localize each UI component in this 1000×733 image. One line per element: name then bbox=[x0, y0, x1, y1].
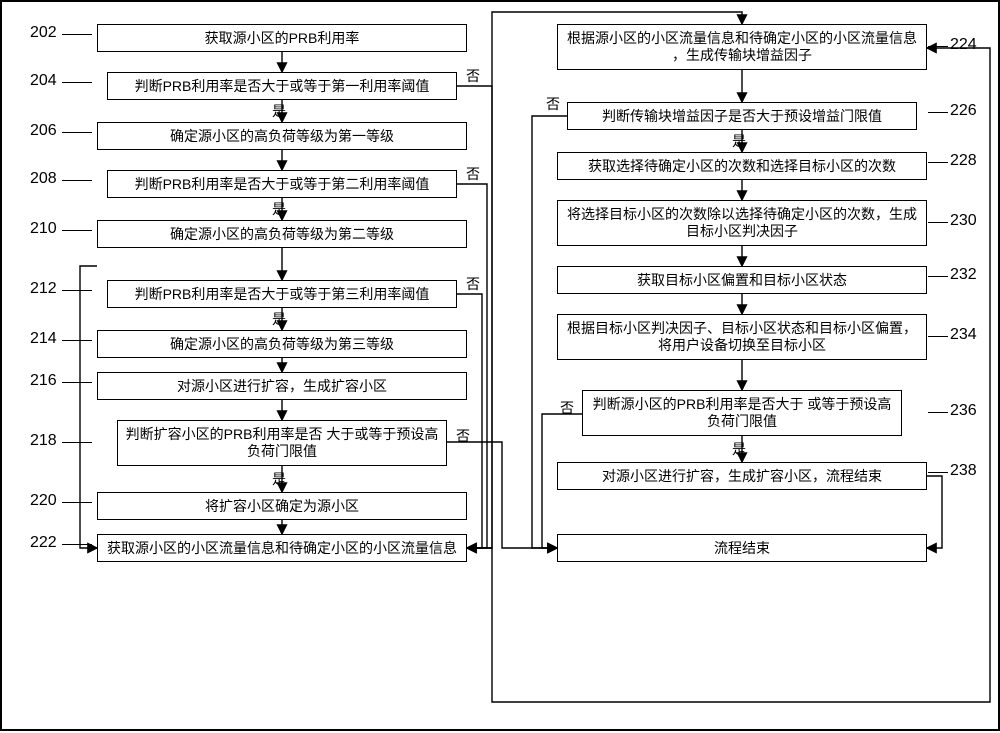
flow-node: 获取目标小区偏置和目标小区状态 bbox=[557, 266, 927, 294]
step-number: 206 bbox=[30, 122, 57, 140]
flow-node: 获取选择待确定小区的次数和选择目标小区的次数 bbox=[557, 152, 927, 180]
label-yes: 是 bbox=[270, 101, 288, 121]
step-number: 210 bbox=[30, 220, 57, 238]
callout-connector bbox=[62, 132, 92, 133]
callout-connector bbox=[62, 442, 92, 443]
step-number: 212 bbox=[30, 280, 57, 298]
flow-node: 确定源小区的高负荷等级为第二等级 bbox=[97, 220, 467, 248]
flow-node: 获取源小区的PRB利用率 bbox=[97, 24, 467, 52]
callout-connector bbox=[928, 472, 948, 473]
step-number: 202 bbox=[30, 24, 57, 42]
flow-edge bbox=[80, 266, 97, 548]
flow-node: 确定源小区的高负荷等级为第三等级 bbox=[97, 330, 467, 358]
callout-connector bbox=[62, 544, 92, 545]
callout-connector bbox=[928, 162, 948, 163]
label-yes: 是 bbox=[730, 131, 748, 151]
callout-connector bbox=[928, 222, 948, 223]
flow-node: 判断PRB利用率是否大于或等于第三利用率阈值 bbox=[107, 280, 457, 308]
callout-connector bbox=[62, 340, 92, 341]
flow-node: 将选择目标小区的次数除以选择待确定小区的次数，生成 目标小区判决因子 bbox=[557, 200, 927, 246]
label-yes: 是 bbox=[270, 309, 288, 329]
step-number: 232 bbox=[950, 266, 977, 284]
callout-connector bbox=[62, 382, 92, 383]
callout-connector bbox=[928, 276, 948, 277]
callout-connector bbox=[62, 230, 92, 231]
label-yes: 是 bbox=[270, 469, 288, 489]
step-number: 218 bbox=[30, 432, 57, 450]
step-number: 226 bbox=[950, 102, 977, 120]
step-number: 204 bbox=[30, 72, 57, 90]
step-number: 214 bbox=[30, 330, 57, 348]
flow-edge bbox=[927, 476, 942, 548]
step-number: 238 bbox=[950, 462, 977, 480]
callout-connector bbox=[928, 46, 948, 47]
step-number: 220 bbox=[30, 492, 57, 510]
flow-node: 对源小区进行扩容，生成扩容小区 bbox=[97, 372, 467, 400]
step-number: 230 bbox=[950, 212, 977, 230]
label-no: 否 bbox=[464, 274, 482, 294]
callout-connector bbox=[62, 180, 92, 181]
step-number: 234 bbox=[950, 326, 977, 344]
flow-node: 判断PRB利用率是否大于或等于第一利用率阈值 bbox=[107, 72, 457, 100]
step-number: 224 bbox=[950, 36, 977, 54]
flow-edge bbox=[467, 48, 990, 702]
step-number: 216 bbox=[30, 372, 57, 390]
callout-connector bbox=[62, 82, 92, 83]
flowchart-canvas: 获取源小区的PRB利用率判断PRB利用率是否大于或等于第一利用率阈值确定源小区的… bbox=[0, 0, 1000, 731]
label-no: 否 bbox=[464, 66, 482, 86]
callout-connector bbox=[928, 336, 948, 337]
step-number: 208 bbox=[30, 170, 57, 188]
step-number: 236 bbox=[950, 402, 977, 420]
step-number: 222 bbox=[30, 534, 57, 552]
flow-node: 根据源小区的小区流量信息和待确定小区的小区流量信息 ，生成传输块增益因子 bbox=[557, 24, 927, 70]
label-yes: 是 bbox=[730, 439, 748, 459]
flow-node: 获取源小区的小区流量信息和待确定小区的小区流量信息 bbox=[97, 534, 467, 562]
label-yes: 是 bbox=[270, 199, 288, 219]
label-no: 否 bbox=[454, 426, 472, 446]
flow-node: 将扩容小区确定为源小区 bbox=[97, 492, 467, 520]
flow-node: 判断扩容小区的PRB利用率是否 大于或等于预设高负荷门限值 bbox=[117, 420, 447, 466]
callout-connector bbox=[62, 34, 92, 35]
flow-node: 判断源小区的PRB利用率是否大于 或等于预设高负荷门限值 bbox=[582, 390, 902, 436]
flow-node: 流程结束 bbox=[557, 534, 927, 562]
flow-edge bbox=[457, 86, 492, 548]
flow-node: 根据目标小区判决因子、目标小区状态和目标小区偏置， 将用户设备切换至目标小区 bbox=[557, 314, 927, 360]
callout-connector bbox=[62, 290, 92, 291]
callout-connector bbox=[928, 412, 948, 413]
callout-connector bbox=[62, 502, 92, 503]
callout-connector bbox=[928, 112, 948, 113]
step-number: 228 bbox=[950, 152, 977, 170]
flow-node: 判断传输块增益因子是否大于预设增益门限值 bbox=[567, 102, 917, 130]
flow-node: 对源小区进行扩容，生成扩容小区，流程结束 bbox=[557, 462, 927, 490]
flow-node: 确定源小区的高负荷等级为第一等级 bbox=[97, 122, 467, 150]
label-no: 否 bbox=[464, 164, 482, 184]
label-no: 否 bbox=[544, 94, 562, 114]
flow-node: 判断PRB利用率是否大于或等于第二利用率阈值 bbox=[107, 170, 457, 198]
label-no: 否 bbox=[558, 398, 576, 418]
